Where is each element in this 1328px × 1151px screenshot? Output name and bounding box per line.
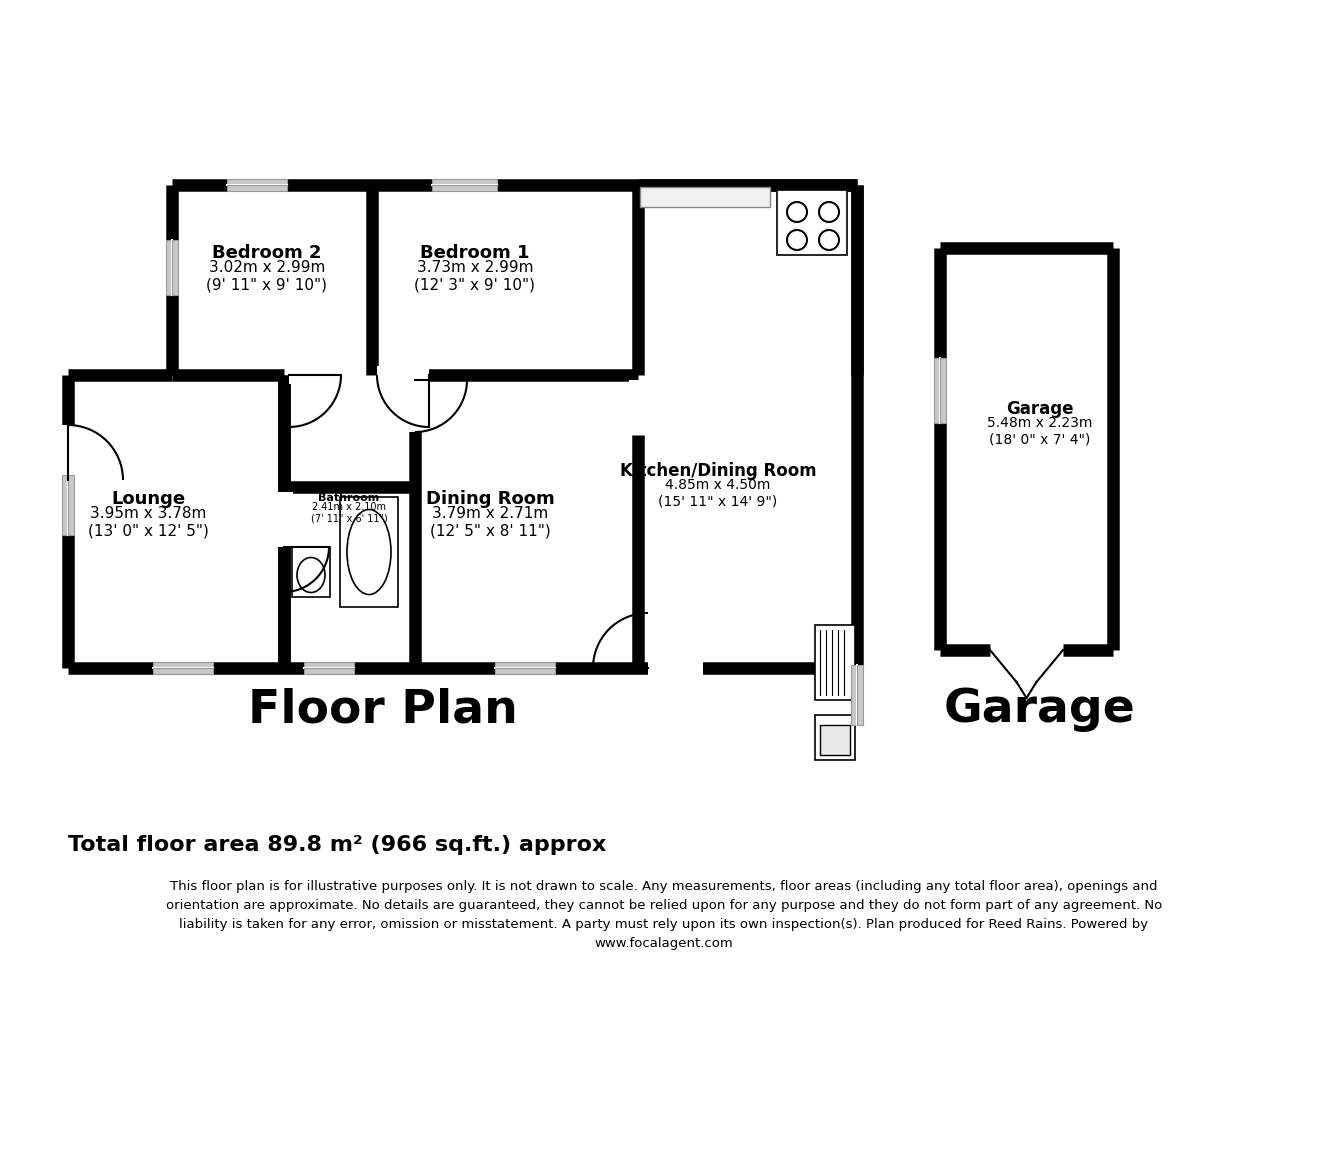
Bar bbox=[495, 662, 555, 674]
Bar bbox=[815, 715, 855, 760]
Bar bbox=[934, 358, 946, 424]
Text: 3.79m x 2.71m
(12' 5" x 8' 11"): 3.79m x 2.71m (12' 5" x 8' 11") bbox=[430, 506, 550, 539]
Text: Bedroom 1: Bedroom 1 bbox=[420, 244, 530, 262]
Bar bbox=[934, 358, 946, 424]
Bar bbox=[227, 180, 287, 191]
Bar bbox=[777, 190, 847, 256]
Bar bbox=[851, 665, 863, 725]
Bar bbox=[304, 662, 355, 674]
Bar bbox=[292, 547, 329, 597]
Text: Garage: Garage bbox=[1007, 401, 1074, 418]
Text: Bedroom 2: Bedroom 2 bbox=[212, 244, 321, 262]
Text: 3.73m x 2.99m
(12' 3" x 9' 10"): 3.73m x 2.99m (12' 3" x 9' 10") bbox=[414, 260, 535, 292]
Bar bbox=[495, 662, 555, 674]
Text: Bathroom: Bathroom bbox=[319, 493, 380, 503]
Text: Floor Plan: Floor Plan bbox=[248, 687, 518, 732]
Bar bbox=[292, 547, 329, 597]
Text: Kitchen/Dining Room: Kitchen/Dining Room bbox=[620, 462, 817, 480]
Text: Lounge: Lounge bbox=[112, 490, 185, 508]
Text: 5.48m x 2.23m
(18' 0" x 7' 4"): 5.48m x 2.23m (18' 0" x 7' 4") bbox=[987, 416, 1093, 447]
Text: This floor plan is for illustrative purposes only. It is not drawn to scale. Any: This floor plan is for illustrative purp… bbox=[166, 881, 1162, 950]
Text: 3.02m x 2.99m
(9' 11" x 9' 10"): 3.02m x 2.99m (9' 11" x 9' 10") bbox=[206, 260, 328, 292]
Bar bbox=[304, 662, 355, 674]
Text: Garage: Garage bbox=[944, 687, 1135, 732]
Bar bbox=[851, 665, 863, 725]
Bar bbox=[153, 662, 212, 674]
Bar bbox=[940, 247, 1113, 650]
Bar bbox=[153, 662, 212, 674]
Bar bbox=[432, 180, 497, 191]
Bar bbox=[815, 715, 855, 760]
Text: 2.41m x 2.10m
(7' 11" x 6' 11"): 2.41m x 2.10m (7' 11" x 6' 11") bbox=[311, 502, 388, 524]
Bar bbox=[166, 241, 178, 295]
Bar bbox=[166, 241, 178, 295]
Bar bbox=[640, 186, 770, 207]
Bar bbox=[819, 725, 850, 755]
Bar bbox=[777, 190, 847, 256]
Bar bbox=[637, 185, 857, 668]
Bar bbox=[340, 497, 398, 607]
Text: Dining Room: Dining Room bbox=[426, 490, 554, 508]
Bar bbox=[68, 375, 857, 668]
Bar bbox=[340, 497, 398, 607]
Text: 3.95m x 3.78m
(13' 0" x 12' 5"): 3.95m x 3.78m (13' 0" x 12' 5") bbox=[88, 506, 208, 539]
Bar bbox=[815, 625, 855, 700]
Bar bbox=[62, 475, 74, 535]
Text: 4.85m x 4.50m
(15' 11" x 14' 9"): 4.85m x 4.50m (15' 11" x 14' 9") bbox=[659, 478, 778, 509]
Bar bbox=[432, 180, 497, 191]
Bar bbox=[640, 186, 770, 207]
Bar bbox=[62, 475, 74, 535]
Bar bbox=[815, 625, 855, 700]
Bar bbox=[227, 180, 287, 191]
Bar bbox=[173, 185, 857, 375]
Text: Total floor area 89.8 m² (966 sq.ft.) approx: Total floor area 89.8 m² (966 sq.ft.) ap… bbox=[68, 834, 607, 855]
